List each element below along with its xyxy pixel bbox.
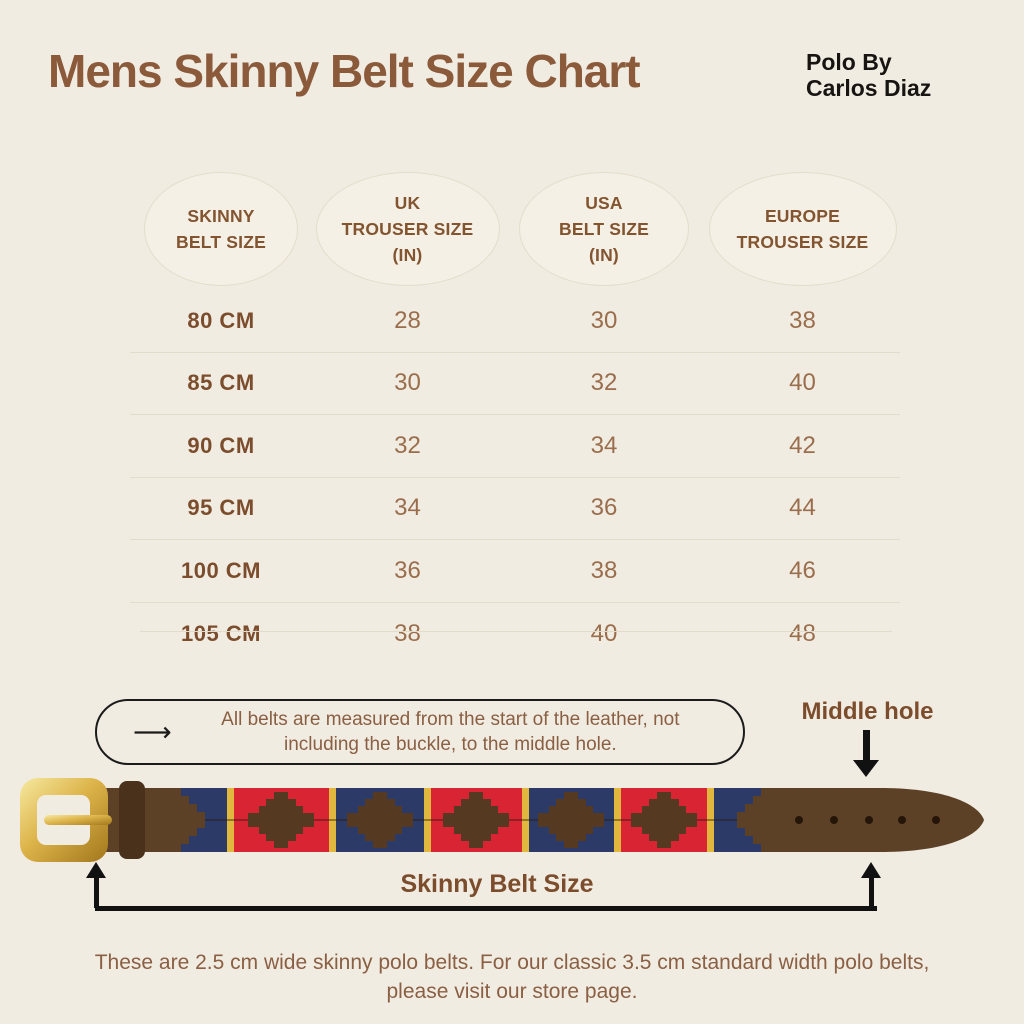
cell-usa-size: 40: [590, 619, 618, 647]
header-line: EUROPE: [764, 205, 841, 226]
belt-buckle: [20, 778, 112, 862]
table-row: 80 CM 28 30 38: [130, 290, 900, 353]
table-row: 95 CM 34 36 44: [130, 478, 900, 540]
header-line: BELT SIZE: [176, 232, 266, 252]
cell-usa-size: 32: [590, 369, 618, 397]
cell-belt-size: 90 CM: [187, 432, 255, 458]
cell-usa-size: 36: [590, 494, 618, 522]
skinny-belt-size-label: Skinny Belt Size: [400, 870, 594, 898]
header-line: (IN): [589, 245, 619, 266]
brand-line1: Polo By: [806, 49, 892, 75]
header-oval-skinny-belt-size: SKINNY BELT SIZE: [144, 172, 298, 286]
belt-leather-right-point: [737, 788, 790, 852]
header-oval-uk-trouser-size: UK TROUSER SIZE (IN): [315, 172, 500, 286]
page-title: Mens Skinny Belt Size Chart: [48, 45, 641, 97]
table-row: 85 CM 30 32 40: [130, 353, 900, 415]
cell-uk-size: 36: [394, 556, 421, 584]
belt-keeper-loop: [119, 781, 145, 859]
cell-belt-size: 105 CM: [180, 620, 262, 646]
footer-text: These are 2.5 cm wide skinny polo belts.…: [94, 951, 930, 1004]
brand-logo: Polo By Carlos Diaz: [806, 49, 1016, 102]
cell-usa-size: 34: [590, 431, 618, 459]
cell-belt-size: 95 CM: [187, 495, 255, 521]
arrow-head: [853, 760, 879, 777]
header-line: BELT SIZE: [559, 218, 649, 239]
cell-europe-size: 40: [789, 369, 816, 397]
header-oval-europe-trouser-size: EUROPE TROUSER SIZE: [708, 172, 897, 286]
up-arrow-icon: [86, 862, 106, 878]
cell-uk-size: 34: [394, 494, 421, 522]
header-line: USA: [585, 192, 623, 213]
belt-holes: [795, 816, 940, 824]
size-chart-header: SKINNY BELT SIZE UK TROUSER SIZE (IN) US…: [130, 170, 900, 288]
cell-europe-size: 42: [789, 431, 816, 459]
cell-belt-size: 85 CM: [187, 370, 255, 396]
right-arrow-icon: ⟶: [133, 716, 172, 748]
belt-illustration: [20, 778, 984, 862]
belt-leather-left-point: [143, 788, 205, 852]
buckle-prong: [44, 815, 112, 825]
down-arrow-icon: [853, 730, 879, 778]
cell-uk-size: 28: [394, 306, 421, 334]
table-divider-line: [140, 631, 892, 632]
cell-europe-size: 46: [789, 556, 816, 584]
brand-line2: Carlos Diaz: [806, 74, 932, 101]
size-chart-table: 80 CM 28 30 38 85 CM 30 32 40 90 CM 32 3…: [130, 290, 900, 665]
cell-europe-size: 48: [789, 619, 816, 647]
cell-usa-size: 38: [590, 556, 618, 584]
arrow-stem: [862, 730, 870, 762]
cell-uk-size: 38: [394, 619, 421, 647]
cell-belt-size: 80 CM: [187, 307, 255, 333]
header-line: (IN): [392, 245, 423, 266]
measure-bracket-line: [95, 906, 877, 911]
header-line: SKINNY: [187, 205, 255, 226]
header-oval-usa-belt-size: USA BELT SIZE (IN): [519, 172, 689, 286]
cell-usa-size: 30: [590, 306, 618, 334]
measure-bracket-left-stem: [94, 876, 99, 908]
up-arrow-icon: [861, 862, 881, 878]
cell-europe-size: 38: [789, 306, 816, 334]
cell-uk-size: 30: [394, 369, 421, 397]
measure-bracket-right-stem: [869, 876, 874, 908]
middle-hole-label: Middle hole: [801, 698, 934, 725]
table-row: 100 CM 36 38 46: [130, 540, 900, 603]
measurement-note-text: All belts are measured from the start of…: [221, 708, 680, 755]
cell-belt-size: 100 CM: [180, 557, 262, 583]
cell-europe-size: 44: [789, 494, 816, 522]
table-row: 105 CM 38 40 48: [130, 603, 900, 666]
header-line: TROUSER SIZE: [341, 218, 474, 239]
header-line: TROUSER SIZE: [736, 232, 869, 252]
table-row: 90 CM 32 34 42: [130, 415, 900, 478]
cell-uk-size: 32: [394, 431, 421, 459]
header-line: UK: [394, 192, 421, 213]
measurement-note: ⟶ All belts are measured from the start …: [95, 699, 745, 765]
